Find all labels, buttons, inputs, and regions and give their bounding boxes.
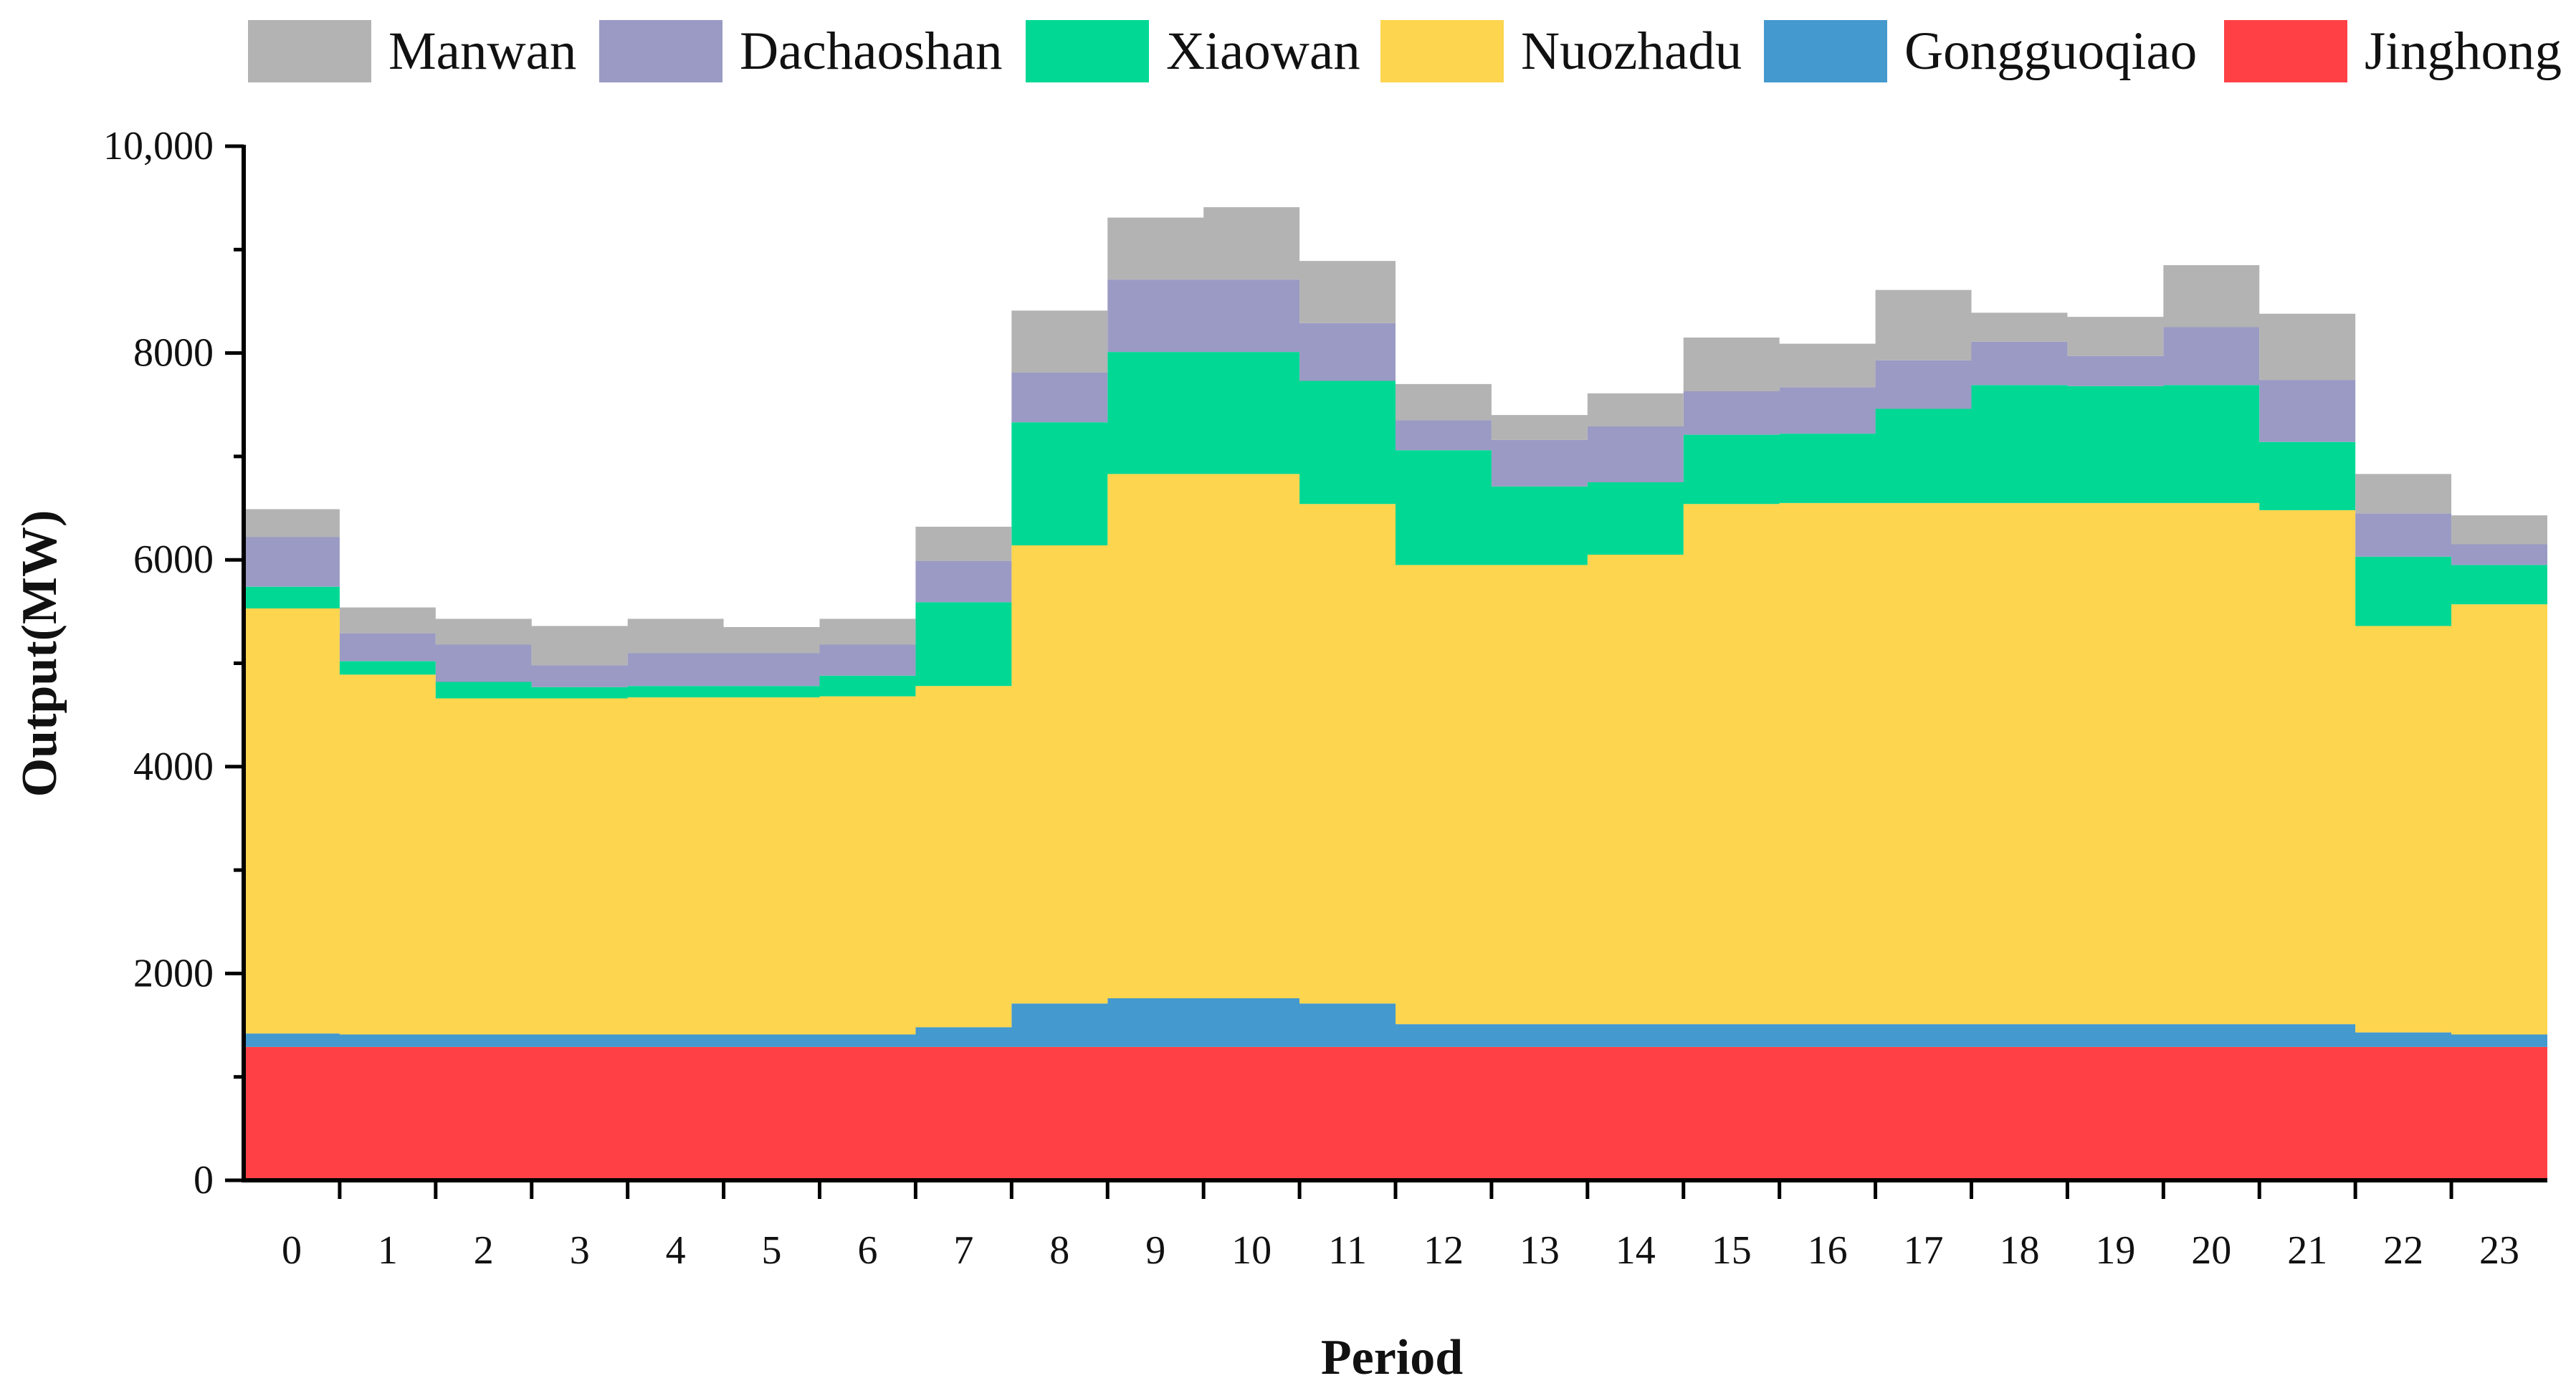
x-tick-label: 16 bbox=[1808, 1228, 1848, 1273]
legend-item-xiaowan: Xiaowan bbox=[1026, 20, 1360, 82]
x-tick-label: 14 bbox=[1616, 1228, 1656, 1273]
x-tick-label: 19 bbox=[2095, 1228, 2135, 1273]
area-nuozhadu bbox=[244, 474, 2547, 1035]
x-tick-label: 0 bbox=[282, 1228, 302, 1273]
y-tick-label: 2000 bbox=[133, 951, 214, 995]
x-tick-label: 3 bbox=[570, 1228, 590, 1273]
x-tick-label: 8 bbox=[1049, 1228, 1069, 1273]
legend-label: Nuozhadu bbox=[1521, 21, 1742, 81]
x-tick-label: 21 bbox=[2287, 1228, 2327, 1273]
legend-swatch bbox=[1026, 20, 1149, 82]
y-tick-label: 8000 bbox=[133, 331, 214, 376]
legend: Manwan Dachaoshan Xiaowan Nuozhadu Gongguoqi… bbox=[248, 20, 2562, 82]
area-dachaoshan bbox=[244, 279, 2547, 687]
y-tick-label: 10,000 bbox=[103, 124, 214, 168]
x-tick-label: 1 bbox=[378, 1228, 398, 1273]
x-tick-label: 18 bbox=[1999, 1228, 2039, 1273]
legend-swatch bbox=[599, 20, 722, 82]
y-tick-label: 0 bbox=[194, 1158, 214, 1203]
x-tick-label: 7 bbox=[953, 1228, 973, 1273]
y-tick-label: 4000 bbox=[133, 745, 214, 789]
y-tick-label: 6000 bbox=[133, 537, 214, 582]
x-tick-label: 6 bbox=[857, 1228, 877, 1273]
x-tick-label: 15 bbox=[1712, 1228, 1752, 1273]
legend-item-manwan: Manwan bbox=[248, 20, 576, 82]
legend-label: Dachaoshan bbox=[740, 21, 1003, 81]
area-jinghong bbox=[244, 1046, 2547, 1180]
legend-label: Xiaowan bbox=[1166, 21, 1360, 81]
legend-swatch bbox=[248, 20, 371, 82]
x-tick-label: 20 bbox=[2191, 1228, 2231, 1273]
legend-label: Gongguoqiao bbox=[1904, 21, 2197, 81]
area-xiaowan bbox=[244, 352, 2547, 699]
x-tick-label: 4 bbox=[666, 1228, 686, 1273]
x-tick-label: 11 bbox=[1328, 1228, 1367, 1273]
x-tick-label: 13 bbox=[1520, 1228, 1560, 1273]
legend-swatch bbox=[1380, 20, 1504, 82]
x-tick-label: 12 bbox=[1423, 1228, 1464, 1273]
legend-label: Jinghong bbox=[2365, 21, 2562, 81]
plot-areas bbox=[244, 207, 2547, 1180]
legend-swatch bbox=[2224, 20, 2347, 82]
x-tick-label: 9 bbox=[1145, 1228, 1165, 1273]
legend-swatch bbox=[1764, 20, 1887, 82]
x-tick-label: 5 bbox=[762, 1228, 782, 1273]
area-manwan bbox=[244, 207, 2547, 666]
legend-item-nuozhadu: Nuozhadu bbox=[1380, 20, 1742, 82]
x-tick-label: 23 bbox=[2479, 1228, 2519, 1273]
y-axis-title: Output(MW) bbox=[12, 510, 67, 798]
legend-item-dachaoshan: Dachaoshan bbox=[599, 20, 1003, 82]
legend-label: Manwan bbox=[388, 21, 576, 81]
legend-item-gongguoqiao: Gongguoqiao bbox=[1764, 20, 2197, 82]
legend-item-jinghong: Jinghong bbox=[2224, 20, 2562, 82]
x-tick-label: 2 bbox=[474, 1228, 494, 1273]
x-tick-label: 17 bbox=[1904, 1228, 1944, 1273]
x-tick-label: 22 bbox=[2383, 1228, 2423, 1273]
x-tick-label: 10 bbox=[1231, 1228, 1272, 1273]
x-axis-title: Period bbox=[1321, 1330, 1463, 1385]
